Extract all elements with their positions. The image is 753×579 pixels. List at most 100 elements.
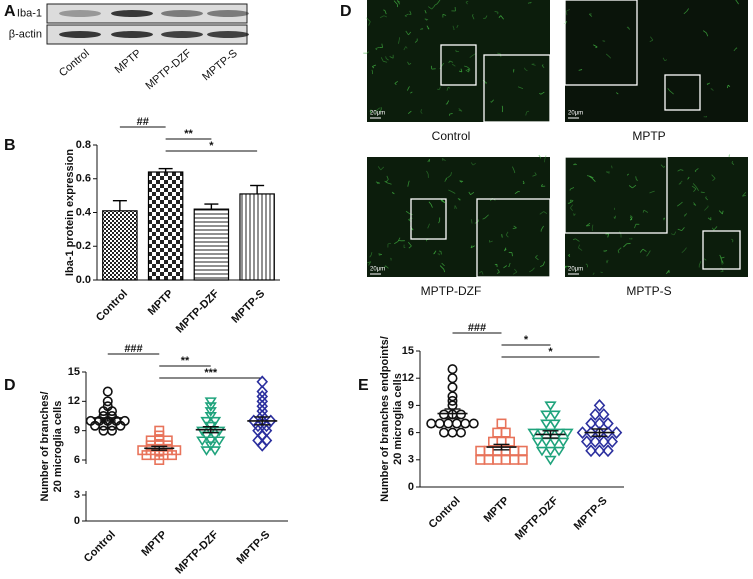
micrograph bbox=[565, 157, 748, 277]
panel-label: A bbox=[4, 3, 16, 20]
microglia bbox=[698, 261, 702, 268]
blot-band bbox=[161, 10, 203, 17]
data-point bbox=[154, 454, 165, 465]
microglia bbox=[459, 180, 464, 183]
microglia bbox=[449, 113, 453, 116]
bar bbox=[147, 171, 184, 281]
microglia bbox=[539, 211, 548, 215]
microglia bbox=[465, 1, 469, 5]
bar bbox=[102, 210, 138, 281]
microglia bbox=[742, 191, 747, 197]
significance-label: ### bbox=[124, 343, 142, 355]
data-point bbox=[447, 395, 458, 406]
microglia bbox=[426, 25, 430, 30]
x-tick-label: MPTP-S bbox=[229, 288, 267, 326]
microglia bbox=[483, 15, 488, 19]
data-point bbox=[531, 437, 544, 448]
significance-label: * bbox=[524, 334, 529, 346]
x-tick-label: MPTP-DZF bbox=[173, 528, 221, 576]
microglia bbox=[660, 164, 666, 168]
x-tick-label: MPTP-DZF bbox=[513, 494, 561, 542]
microglia bbox=[531, 63, 536, 66]
y-axis-label: Number of branches endpoints/ bbox=[379, 336, 391, 502]
microglia bbox=[375, 181, 380, 184]
data-point bbox=[208, 446, 222, 456]
y-axis-label: 20 microglia cells bbox=[392, 373, 404, 465]
microglia bbox=[494, 263, 498, 267]
data-point bbox=[107, 425, 118, 436]
microglia bbox=[540, 261, 546, 268]
microglia bbox=[414, 38, 418, 43]
microglia bbox=[409, 10, 412, 15]
x-tick-label: MPTP-DZF bbox=[174, 287, 222, 335]
panel-label: D bbox=[340, 3, 352, 20]
microglia bbox=[606, 259, 609, 264]
microglia bbox=[428, 201, 433, 208]
data-point bbox=[548, 437, 561, 448]
data-point bbox=[115, 420, 126, 431]
microglia bbox=[666, 270, 670, 274]
microglia bbox=[494, 10, 499, 15]
microglia bbox=[585, 222, 591, 227]
data-point bbox=[589, 408, 602, 421]
data-point bbox=[475, 454, 486, 465]
microglia bbox=[384, 265, 389, 269]
significance-label: ### bbox=[468, 322, 486, 334]
data-point bbox=[589, 435, 602, 449]
microglia bbox=[498, 15, 504, 20]
microglia bbox=[662, 57, 668, 62]
data-point bbox=[597, 435, 610, 449]
microglia bbox=[617, 247, 622, 254]
data-point bbox=[447, 382, 458, 393]
micrograph bbox=[367, 0, 550, 122]
microglia bbox=[468, 191, 475, 196]
microglia bbox=[441, 262, 445, 266]
microglia bbox=[703, 115, 708, 118]
data-point bbox=[492, 454, 503, 465]
data-point bbox=[544, 455, 557, 466]
microglia bbox=[433, 250, 437, 255]
significance-label: *** bbox=[204, 367, 218, 379]
data-point bbox=[500, 427, 511, 438]
microglia bbox=[569, 187, 575, 191]
microglia bbox=[667, 88, 674, 95]
blot-band bbox=[161, 31, 203, 38]
data-point bbox=[447, 427, 458, 438]
data-point bbox=[500, 454, 511, 465]
data-point bbox=[204, 402, 217, 412]
microglia bbox=[605, 53, 612, 59]
microglia bbox=[649, 190, 655, 194]
data-point bbox=[204, 441, 217, 452]
microglia bbox=[420, 28, 424, 30]
microglia bbox=[503, 265, 508, 269]
micrograph-label: MPTP-DZF bbox=[421, 284, 482, 298]
microglia bbox=[512, 268, 518, 275]
microglia bbox=[496, 268, 500, 274]
microglia bbox=[564, 265, 569, 269]
microglia bbox=[482, 214, 489, 220]
panel-label: B bbox=[4, 137, 16, 154]
data-point bbox=[468, 418, 479, 429]
microglia bbox=[391, 191, 395, 195]
blot-lane-label: MPTP-S bbox=[200, 47, 240, 83]
data-point bbox=[602, 444, 614, 458]
significance-label: * bbox=[209, 140, 214, 152]
microglia bbox=[457, 197, 461, 201]
data-point bbox=[213, 426, 226, 437]
microglia bbox=[505, 231, 509, 238]
microglia bbox=[577, 244, 583, 251]
microglia bbox=[635, 176, 639, 181]
microglia bbox=[525, 110, 530, 116]
scale-bar-label: 20μm bbox=[568, 111, 583, 117]
microglia bbox=[706, 82, 711, 86]
microglia bbox=[592, 272, 595, 275]
microglia bbox=[646, 250, 651, 257]
microglia bbox=[478, 270, 484, 275]
data-point bbox=[606, 435, 619, 449]
microglia bbox=[407, 241, 412, 249]
panel-label: D bbox=[4, 377, 16, 394]
data-point bbox=[460, 418, 471, 429]
micrograph-label: MPTP bbox=[632, 129, 665, 143]
microglia bbox=[446, 86, 451, 91]
scale-bar-label: 20μm bbox=[568, 267, 583, 273]
